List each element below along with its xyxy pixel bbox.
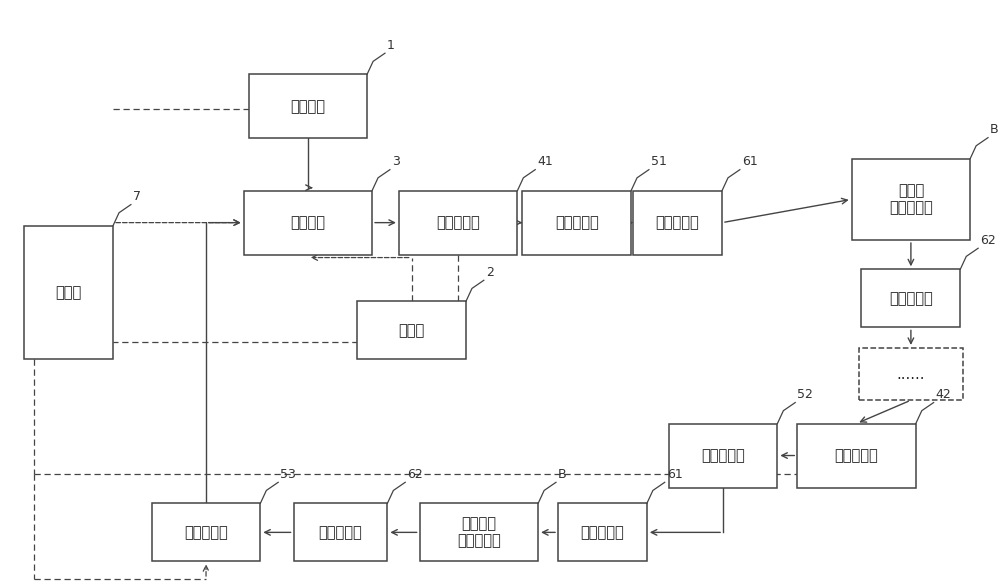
Text: 61: 61 [667, 468, 682, 481]
Text: B: B [558, 468, 567, 481]
Text: 第一级
单体电池组: 第一级 单体电池组 [889, 183, 933, 215]
FancyBboxPatch shape [861, 269, 960, 328]
Text: 循环中继泵: 循环中继泵 [835, 448, 878, 463]
FancyBboxPatch shape [399, 191, 517, 254]
Text: 62: 62 [980, 234, 996, 247]
Text: 1: 1 [387, 39, 395, 52]
Text: 61: 61 [742, 156, 758, 168]
Text: 7: 7 [133, 191, 141, 204]
Text: ......: ...... [897, 367, 925, 381]
FancyBboxPatch shape [669, 424, 777, 487]
FancyBboxPatch shape [852, 159, 970, 240]
FancyBboxPatch shape [558, 503, 647, 562]
FancyBboxPatch shape [152, 503, 260, 562]
Text: 前置过滤器: 前置过滤器 [555, 215, 599, 230]
Text: 合流控制管: 合流控制管 [889, 291, 933, 306]
Text: 42: 42 [936, 388, 951, 401]
FancyBboxPatch shape [244, 191, 372, 254]
Text: 存储箱: 存储箱 [399, 323, 425, 338]
Text: 53: 53 [280, 468, 296, 481]
FancyBboxPatch shape [249, 74, 367, 138]
FancyBboxPatch shape [797, 424, 916, 487]
FancyBboxPatch shape [420, 503, 538, 562]
Text: B: B [990, 123, 999, 136]
Text: 62: 62 [407, 468, 423, 481]
FancyBboxPatch shape [357, 301, 466, 359]
Text: 中置过滤器: 中置过滤器 [701, 448, 745, 463]
FancyBboxPatch shape [633, 191, 722, 254]
Text: 控制器: 控制器 [55, 285, 82, 300]
Text: 3: 3 [392, 156, 400, 168]
Text: 2: 2 [486, 266, 494, 279]
Text: 分流控制管: 分流控制管 [656, 215, 699, 230]
FancyBboxPatch shape [294, 503, 387, 562]
Text: 52: 52 [797, 388, 813, 401]
Text: 电解液箱: 电解液箱 [290, 215, 325, 230]
Text: 分流控制管: 分流控制管 [581, 525, 624, 540]
Text: 电解质箱: 电解质箱 [290, 99, 325, 113]
Text: 后置过滤器: 后置过滤器 [184, 525, 228, 540]
FancyBboxPatch shape [859, 348, 963, 400]
FancyBboxPatch shape [24, 226, 113, 359]
Text: 循环初级泵: 循环初级泵 [436, 215, 480, 230]
Text: 合流控制管: 合流控制管 [319, 525, 362, 540]
Text: 41: 41 [537, 156, 553, 168]
FancyBboxPatch shape [522, 191, 631, 254]
Text: 最后一级
单体电池组: 最后一级 单体电池组 [457, 516, 501, 549]
Text: 51: 51 [651, 156, 667, 168]
